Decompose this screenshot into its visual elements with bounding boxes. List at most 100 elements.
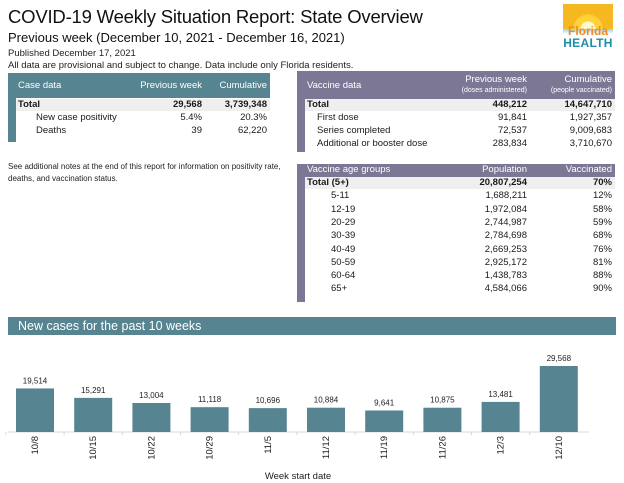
bar-12/3 [481, 401, 520, 432]
bar-11/12 [307, 407, 345, 432]
bar-10/29 [190, 407, 229, 432]
report-title: COVID-19 Weekly Situation Report: State … [8, 6, 423, 27]
case-table-sidebar [8, 98, 16, 142]
data-label: 10,696 [256, 396, 281, 405]
age-group-label: 65+ [331, 283, 348, 295]
data-label: 15,291 [81, 386, 106, 395]
data-label: 19,514 [23, 376, 48, 385]
sun-icon [563, 4, 613, 29]
age-group-label: 30-39 [331, 230, 356, 242]
col-population: Population [482, 164, 527, 175]
col-previous-week-sub: (doses administered) [461, 87, 527, 94]
population-value: 2,669,253 [484, 243, 527, 255]
age-group-label: 40-49 [331, 243, 356, 255]
report-subtitle: Previous week (December 10, 2021 - Decem… [8, 30, 345, 45]
case-data-table: Case data Previous week Cumulative Total… [8, 73, 270, 142]
vaccinated-value: 88% [592, 270, 612, 282]
vaccine-table-header: Vaccine data Previous week (doses admini… [297, 71, 615, 99]
disclaimer: All data are provisional and subject to … [8, 60, 354, 71]
x-tick-label: 12/3 [496, 436, 507, 455]
case-table-header: Case data Previous week Cumulative [8, 73, 270, 98]
vaccinated-value: 12% [592, 190, 612, 202]
population-value: 4,584,066 [484, 283, 527, 295]
col-previous-week: Previous week [140, 80, 202, 91]
population-value: 2,925,172 [484, 256, 527, 268]
table-row: New case positivity 5.4% 20.3% [36, 112, 267, 123]
data-label: 13,481 [488, 390, 513, 399]
table-row: 12-19 1,972,084 58% [305, 204, 615, 216]
age-table-sidebar [297, 177, 305, 302]
data-label: 13,004 [139, 391, 164, 400]
x-tick-label: 10/29 [205, 436, 216, 460]
data-label: 10,875 [430, 396, 455, 405]
age-group-label: 20-29 [331, 216, 356, 228]
data-label: 9,641 [374, 398, 395, 407]
vaccine-data-table: Vaccine data Previous week (doses admini… [297, 71, 615, 152]
col-cumulative: Cumulative [219, 80, 267, 91]
data-label: 10,884 [314, 396, 339, 405]
age-table-header: Vaccine age groups Population Vaccinated [297, 164, 615, 177]
florida-health-logo: Florida HEALTH [563, 4, 613, 52]
table-row: 20-29 2,744,987 59% [305, 217, 615, 229]
vaccine-table-sidebar [297, 99, 305, 152]
chart-title-band: New cases for the past 10 weeks [8, 317, 616, 335]
col-vaccine-data: Vaccine data [307, 80, 362, 91]
additional-notes: See additional notes at the end of this … [8, 162, 281, 183]
col-age-groups: Vaccine age groups [307, 164, 391, 175]
bar-10/22 [132, 402, 171, 432]
population-value: 20,807,254 [479, 177, 527, 188]
population-value: 1,972,084 [484, 203, 527, 215]
col-vaccinated: Vaccinated [565, 164, 612, 175]
x-tick-label: 12/10 [554, 436, 565, 460]
data-label: 11,118 [198, 395, 222, 404]
vaccinated-value: 59% [592, 216, 612, 228]
table-row: 65+ 4,584,066 90% [305, 283, 615, 295]
x-tick-label: 10/8 [30, 436, 41, 455]
bar-12/10 [539, 366, 578, 432]
population-value: 2,744,987 [484, 216, 527, 228]
bar-10/8 [16, 388, 54, 432]
table-row: Total 29,568 3,739,348 [16, 99, 270, 111]
table-row: Additional or booster dose 283,834 3,710… [317, 138, 612, 149]
vaccinated-value: 58% [592, 203, 612, 215]
age-group-label: 5-11 [331, 190, 350, 202]
table-row: Deaths 39 62,220 [36, 125, 267, 136]
age-group-label: 50-59 [331, 256, 356, 268]
x-tick-label: 11/5 [263, 436, 274, 454]
table-row: 5-11 1,688,211 12% [305, 190, 615, 202]
col-cumulative-sub: (people vaccinated) [550, 87, 612, 94]
bar-10/15 [74, 397, 113, 432]
x-tick-label: 10/15 [88, 436, 99, 460]
age-group-label: 12-19 [331, 203, 356, 215]
population-value: 1,688,211 [485, 190, 527, 202]
age-group-label: 60-64 [331, 270, 356, 282]
col-case-data: Case data [18, 80, 62, 91]
published-date: Published December 17, 2021 [8, 48, 136, 59]
table-row: 50-59 2,925,172 81% [305, 257, 615, 269]
logo-florida-text: Florida [567, 24, 608, 38]
water-icon [563, 29, 613, 34]
logo-health-text: HEALTH [563, 36, 613, 50]
x-tick-label: 10/22 [146, 436, 157, 460]
table-row: Total (5+) 20,807,254 70% [305, 177, 615, 189]
bar-11/5 [248, 408, 287, 432]
x-tick-label: 11/19 [379, 436, 390, 459]
vaccinated-value: 76% [592, 243, 612, 255]
vaccinated-value: 68% [592, 230, 612, 242]
table-row: Series completed 72,537 9,009,683 [317, 125, 612, 136]
vaccinated-value: 90% [592, 283, 612, 295]
vaccinated-value: 81% [592, 256, 612, 268]
population-value: 2,784,698 [484, 230, 527, 242]
col-cumulative: Cumulative [564, 74, 612, 85]
bar-11/19 [365, 410, 404, 432]
data-label: 29,568 [547, 354, 572, 363]
table-row: Total 448,212 14,647,710 [305, 99, 615, 111]
age-group-label: Total (5+) [307, 177, 349, 188]
table-row: 30-39 2,784,698 68% [305, 230, 615, 242]
x-axis-label: Week start date [265, 471, 331, 482]
vaccinated-value: 70% [592, 177, 612, 188]
table-row: 60-64 1,438,783 88% [305, 270, 615, 282]
x-tick-label: 11/12 [321, 436, 332, 459]
table-row: 40-49 2,669,253 76% [305, 244, 615, 256]
col-previous-week: Previous week [465, 74, 527, 85]
